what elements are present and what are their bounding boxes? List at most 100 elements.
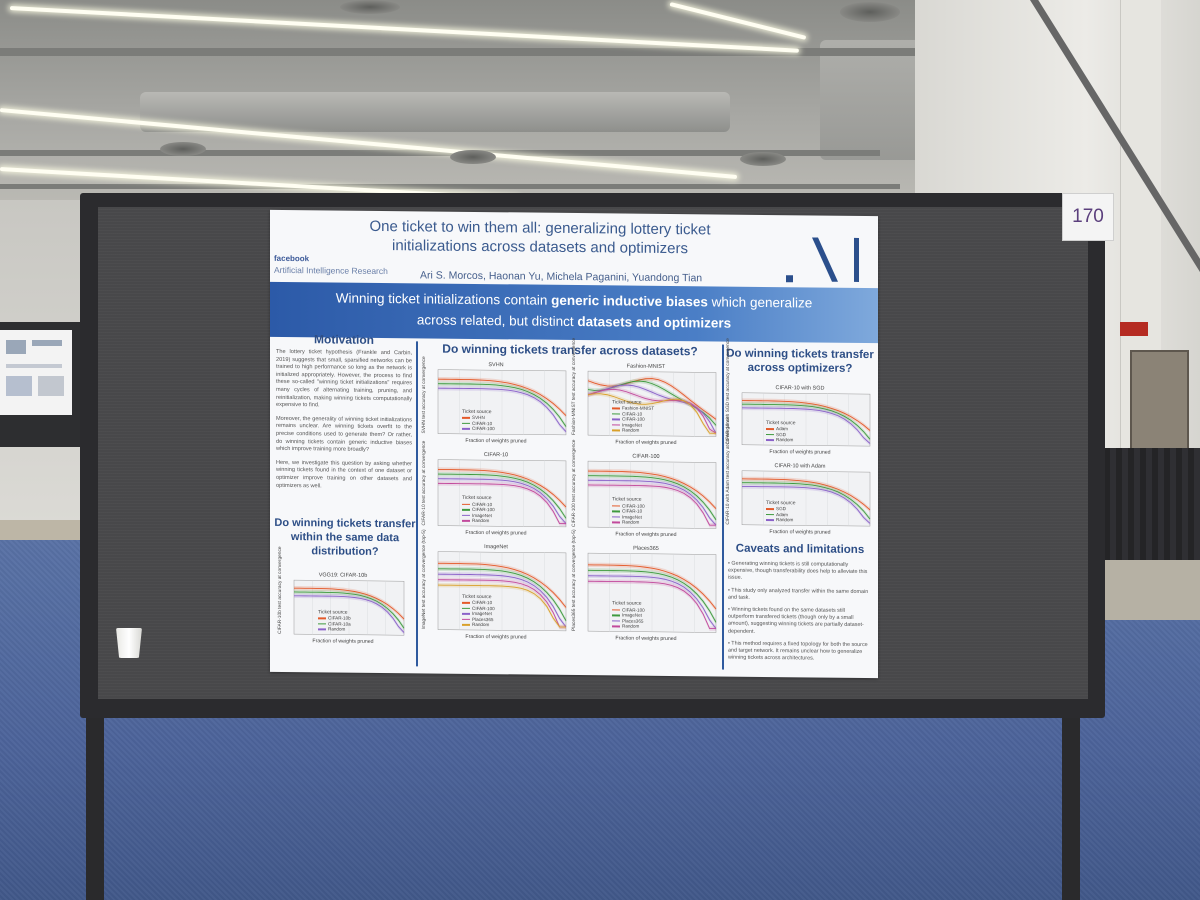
plot-ylabel: ImageNet test accuracy at convergence (t…	[422, 529, 427, 630]
legend-label: ImageNet	[622, 612, 642, 618]
ai-logo-icon	[786, 237, 859, 283]
series-line	[294, 591, 405, 629]
ceiling-beam	[0, 48, 960, 56]
legend-label: CIFAR-10	[622, 411, 643, 417]
poster-authors: Ari S. Morcos, Haonan Yu, Michela Pagani…	[420, 269, 703, 285]
plot-imagenet: ImageNet ImageNet test accuracy at conver…	[422, 529, 570, 641]
legend-swatch	[612, 424, 620, 426]
series-band	[588, 468, 716, 511]
caveat-item: • This method requires a fixed topology …	[728, 640, 868, 662]
board-leg	[1062, 700, 1080, 900]
ceiling-beam	[0, 150, 880, 156]
banner-bold-text: datasets and optimizers	[577, 314, 732, 331]
plot-xlabel: Fraction of weights pruned	[465, 437, 527, 445]
legend-label: SGD	[776, 506, 786, 512]
series-line	[588, 475, 717, 521]
plot-ylabel: Fashion-MNIST test accuracy at convergen…	[572, 337, 577, 436]
series-line	[588, 564, 717, 610]
series-line	[588, 484, 716, 526]
caveats-heading: Caveats and limitations	[735, 542, 865, 557]
series-line	[294, 595, 405, 633]
series-band	[742, 480, 870, 522]
series-band	[438, 566, 566, 624]
series-line	[742, 407, 871, 444]
legend-swatch	[766, 439, 774, 441]
motivation-text: The lottery ticket hypothesis (Frankle a…	[276, 349, 412, 498]
series-line	[438, 378, 567, 417]
legend-swatch	[462, 514, 470, 517]
legend-swatch	[766, 519, 774, 521]
plot-legend: Ticket source CIFAR-100 CIFAR-10 ImageNet Ra…	[612, 497, 645, 525]
series-band	[588, 482, 716, 528]
series-line	[588, 569, 717, 623]
paper-cup	[116, 628, 142, 658]
board-number: 170	[1062, 193, 1114, 241]
plot-canvas	[587, 460, 717, 529]
legend-label: ImageNet	[622, 514, 642, 520]
legend-swatch	[462, 602, 470, 604]
series-band	[294, 585, 404, 622]
series-line	[587, 388, 717, 434]
column-divider	[416, 341, 418, 667]
plot-legend: Ticket source SVHN CIFAR-10 CIFAR-100	[462, 409, 495, 432]
plot-xlabel: Fraction of weights pruned	[615, 635, 677, 643]
plot-canvas	[437, 369, 567, 436]
series-band	[438, 481, 566, 526]
plot-xlabel: Fraction of weights pruned	[615, 531, 677, 539]
plot-legend: Ticket source CIFAR-10 CIFAR-100 ImageNet Pl…	[462, 594, 495, 628]
series-line	[742, 403, 871, 440]
poster-title-line: initializations across datasets and opti…	[392, 237, 688, 258]
series-band	[588, 473, 716, 523]
legend-entry: Random	[612, 427, 654, 433]
plot-cifar100: CIFAR-100 CIFAR-100 test accuracy at conv…	[572, 440, 720, 539]
legend-label: CIFAR-10	[472, 501, 493, 507]
banner-line: Winning ticket initializations contain g…	[270, 290, 878, 311]
series-line	[438, 584, 566, 628]
board-leg	[86, 700, 104, 900]
legend-entry: Random	[462, 622, 495, 628]
series-line	[438, 562, 567, 608]
plot-xlabel: Fraction of weights pruned	[769, 449, 831, 456]
plot-xlabel: Fraction of weights pruned	[312, 638, 374, 645]
legend-swatch	[766, 428, 774, 430]
legend-swatch	[612, 407, 620, 410]
plot-svhn: SVHN SVHN test accuracy at convergence Fra…	[422, 356, 570, 445]
series-line	[588, 575, 717, 629]
legend-label: Random	[776, 517, 794, 523]
plot-fashion-mnist: Fashion-MNIST Fashion-MNIST test accuracy…	[572, 337, 720, 447]
caveat-text: This study only analyzed transfer within…	[728, 587, 869, 601]
series-line	[438, 482, 566, 525]
legend-entry: Random	[612, 519, 645, 525]
legend-swatch	[612, 609, 620, 611]
series-band	[742, 476, 870, 513]
poster-title: One ticket to win them all: generalizing…	[350, 217, 730, 259]
plot-canvas	[587, 552, 717, 633]
ceiling-vent	[340, 0, 400, 14]
plot-legend: Ticket source Fashion-MNIST CIFAR-10 CIFAR-…	[612, 399, 654, 433]
plot-legend: Ticket source Adam SGD Random	[766, 420, 796, 443]
series-line	[438, 573, 567, 628]
series-band	[438, 467, 566, 510]
caveat-item: • Winning tickets found on the same data…	[728, 606, 864, 635]
legend-label: Random	[622, 519, 640, 525]
legend-entry: Random	[766, 437, 796, 443]
legend-swatch	[462, 422, 470, 425]
paragraph: Moreover, the generality of winning tick…	[276, 415, 412, 453]
legend-label: Places365	[622, 618, 644, 624]
legend-swatch	[612, 429, 620, 432]
plot-ylabel: SVHN test accuracy at convergence	[422, 356, 427, 434]
legend-swatch	[462, 607, 470, 610]
series-band	[742, 398, 870, 433]
legend-swatch	[612, 505, 620, 507]
legend-swatch	[318, 617, 326, 620]
series-line	[742, 486, 871, 524]
legend-swatch	[462, 618, 470, 621]
legend-swatch	[612, 614, 620, 617]
series-line	[438, 469, 567, 508]
series-line	[438, 473, 567, 519]
series-line	[588, 580, 716, 630]
series-band	[588, 387, 716, 436]
plot-legend: Ticket source CIFAR-100 ImageNet Places365 R…	[612, 601, 645, 629]
plot-legend: Ticket source CIFAR-10 CIFAR-100 ImageNet Ra…	[462, 495, 495, 523]
legend-swatch	[766, 433, 774, 436]
